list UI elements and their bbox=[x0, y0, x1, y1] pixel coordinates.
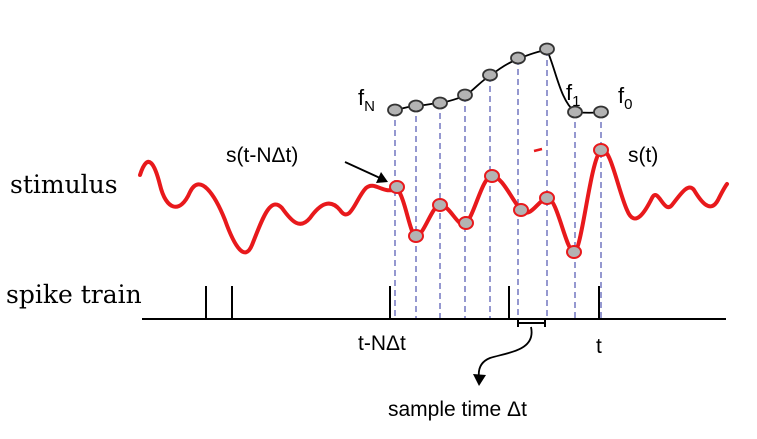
stimulus-sample-node bbox=[458, 216, 474, 230]
t-label: t bbox=[596, 335, 602, 358]
stimulus-tick bbox=[533, 147, 543, 153]
spike-train-label: spike train bbox=[6, 280, 142, 309]
stimulus-sample-node bbox=[389, 180, 405, 194]
filter-node bbox=[539, 42, 555, 56]
stimulus-curve bbox=[138, 147, 729, 255]
sample-time-label: sample time Δt bbox=[388, 398, 527, 421]
s-t-minus-label: s(t-NΔt) bbox=[226, 144, 298, 167]
sample-lines bbox=[394, 50, 602, 318]
filter-node bbox=[408, 99, 424, 113]
filter-node bbox=[457, 88, 473, 102]
stimulus-sample-node bbox=[593, 143, 609, 157]
pointer-arrowhead-icon bbox=[376, 172, 388, 183]
t-minus-label: t-NΔt bbox=[358, 332, 406, 355]
sample-time-arrow bbox=[477, 326, 533, 379]
stimulus-sample-node bbox=[432, 198, 448, 212]
f-1-label: f1 bbox=[566, 80, 580, 110]
filter-nodes bbox=[387, 42, 609, 119]
filter-node bbox=[567, 105, 583, 119]
stimulus-sample-node bbox=[539, 191, 555, 205]
filter-node bbox=[510, 51, 526, 65]
spike-train bbox=[142, 286, 726, 320]
stimulus-sample-node bbox=[566, 245, 582, 259]
filter-node bbox=[387, 103, 403, 117]
s-t-label: s(t) bbox=[628, 144, 658, 167]
stimulus-samples bbox=[389, 143, 609, 259]
stimulus-sample-node bbox=[513, 203, 529, 217]
stimulus-label: stimulus bbox=[10, 170, 118, 199]
stimulus-sample-node bbox=[408, 229, 424, 243]
sample-time-arrowhead-icon bbox=[473, 374, 486, 386]
filter-node bbox=[482, 68, 498, 82]
stimulus-sample-node bbox=[484, 169, 500, 183]
filter-node bbox=[432, 96, 448, 110]
filter-node bbox=[593, 105, 609, 119]
pointer-arrow bbox=[344, 161, 381, 179]
f-0-label: f0 bbox=[618, 83, 632, 113]
sample-time-bracket bbox=[517, 319, 546, 327]
f-N-label: fN bbox=[358, 85, 375, 115]
